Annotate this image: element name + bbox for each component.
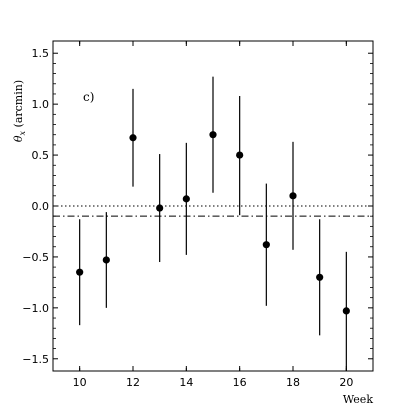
data-point: [102, 256, 110, 264]
x-tick-label: 16: [233, 376, 247, 389]
reference-lines: [53, 205, 373, 217]
x-tick-label: 12: [126, 376, 140, 389]
x-tick-label: 18: [286, 376, 300, 389]
data-point: [76, 268, 84, 276]
data-point: [209, 131, 217, 139]
x-tick-label: 10: [73, 376, 87, 389]
data-point: [156, 204, 164, 212]
data-point: [129, 134, 137, 142]
x-axis-label: Week: [343, 393, 373, 406]
data-points: [76, 131, 350, 315]
y-axis-label: θx (arcmin): [12, 80, 27, 142]
panel-label: c): [83, 90, 94, 104]
y-tick-label: −0.5: [22, 251, 49, 264]
x-tick-label: 20: [339, 376, 353, 389]
y-tick-label: 0.0: [32, 200, 50, 213]
data-point: [182, 195, 190, 203]
data-point: [236, 151, 244, 159]
y-tick-label: −1.0: [22, 302, 49, 315]
y-tick-label: −1.5: [22, 353, 49, 366]
data-point: [316, 273, 324, 281]
data-point: [289, 192, 297, 200]
y-tick-label: 0.5: [32, 149, 50, 162]
data-point: [342, 307, 350, 315]
x-axis-ticks: 10 12 14 16 18 20: [73, 41, 353, 389]
data-point: [262, 241, 270, 249]
y-tick-label: 1.0: [32, 98, 50, 111]
x-tick-label: 14: [179, 376, 193, 389]
y-tick-label: 1.5: [32, 47, 50, 60]
error-bars: [79, 76, 347, 371]
y-axis-ticks: 1.5 1.0 0.5 0.0 −0.5 −1.0 −1.5: [22, 47, 373, 366]
